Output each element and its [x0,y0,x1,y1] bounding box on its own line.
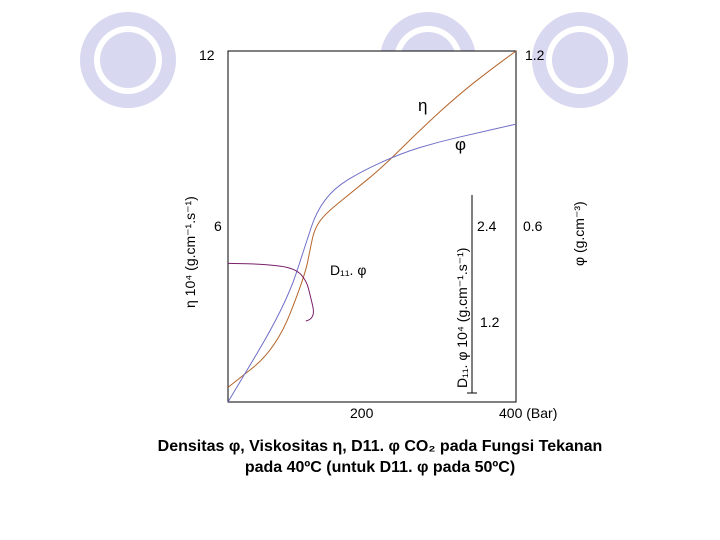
eta-curve [227,50,517,388]
x-tick-label: 200 [350,405,374,421]
inner-axis-title: D₁₁. φ 10⁴ (g.cm⁻¹.s⁻¹) [454,248,470,388]
deco-circle [100,32,156,88]
right-axis-title: φ (g.cm⁻³) [571,201,587,266]
plot-area [227,50,517,403]
left-axis-title: η 10⁴ (g.cm⁻¹.s⁻¹) [182,196,198,308]
phi-annotation: φ [455,135,466,154]
left-tick-label: 12 [199,47,215,63]
left-tick-label: 6 [214,218,222,234]
right-tick-label: 1.2 [525,47,545,63]
deco-circle [552,32,608,88]
right-tick-label: 0.6 [523,218,543,234]
caption-line-2: pada 40ºC (untuk D11. φ pada 50ºC) [244,459,516,476]
chart-caption: Densitas φ, Viskositas η, D11. φ CO₂ pad… [0,436,720,478]
d11-phi-curve [227,262,314,322]
inner-tick-label: 1.2 [480,314,500,330]
x-tick-label: 400 (Bar) [499,405,557,421]
phi-curve [227,123,517,403]
inner-tick-label: 2.4 [477,218,497,234]
caption-line-1: Densitas φ, Viskositas η, D11. φ CO₂ pad… [157,438,603,455]
eta-annotation: η [418,96,427,115]
d11-phi-annotation: D₁₁. φ [330,262,366,278]
